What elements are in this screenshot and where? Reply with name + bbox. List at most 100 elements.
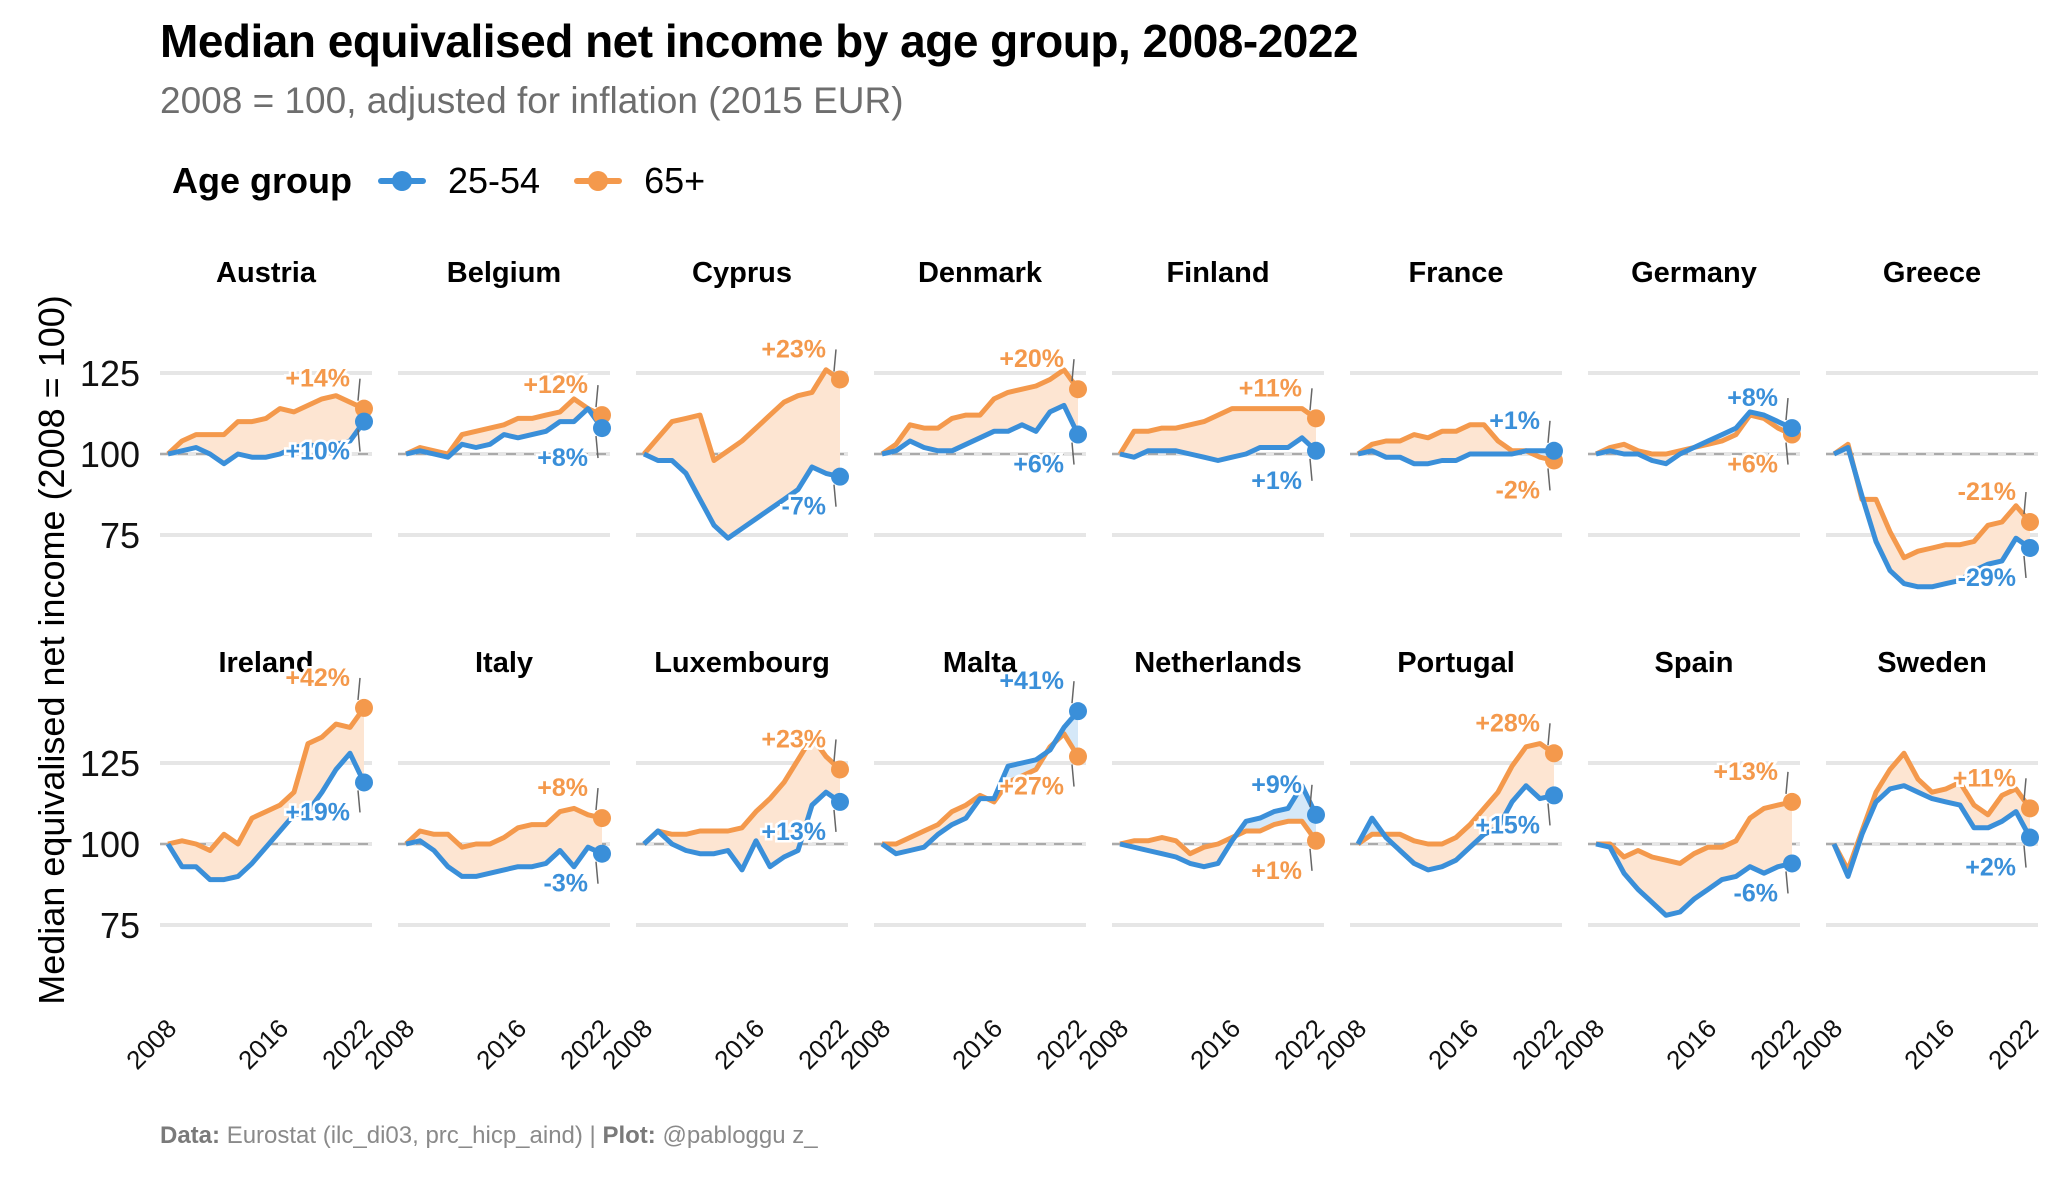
change-label-25-54: +41%: [999, 667, 1064, 695]
ribbon-segment: [322, 395, 336, 448]
panel-portugal: Portugal+28%+15%2008 2016 2022: [1310, 647, 1568, 1075]
panel-title: Ireland: [218, 647, 313, 679]
panel-italy: Italy+8%-3%2008 2016 2022: [358, 647, 616, 1075]
ribbon-segment: [672, 418, 686, 474]
ribbon-segment: [490, 837, 504, 874]
ribbon-segment: [1274, 408, 1288, 448]
end-point-65-plus: [1545, 744, 1563, 763]
ribbon-segment: [476, 844, 490, 877]
ribbon-segment: [224, 834, 238, 880]
panel-cyprus: Cyprus +23% -7%: [636, 257, 849, 541]
y-tick-label: 100: [80, 824, 140, 865]
ribbon-segment: [1918, 547, 1932, 587]
ribbon-segment: [1750, 808, 1764, 874]
ribbon-segment: [784, 759, 798, 857]
legend-title: Age group: [172, 160, 352, 201]
change-label-25-54: -3%: [544, 870, 588, 898]
footer-data-label: Data:: [160, 1122, 221, 1149]
series-line-65-plus: [404, 396, 604, 457]
legend: Age group 25-54 65+: [172, 160, 739, 202]
series-line-65-plus: [1356, 741, 1556, 847]
x-tick-label: 2016: [708, 1013, 770, 1075]
label-leader-line: [357, 790, 361, 813]
ribbon-segment: [1036, 379, 1050, 432]
end-point-65-plus: [1307, 409, 1325, 428]
ribbon-segment: [1218, 408, 1232, 461]
label-leader-line: [1547, 420, 1551, 443]
end-point-25-54: [1783, 854, 1801, 873]
label-leader-line: [1785, 442, 1789, 465]
y-tick-label: 75: [100, 905, 140, 946]
ribbon-segment: [770, 782, 784, 867]
change-label-65-plus: +13%: [1713, 758, 1778, 786]
ribbon-segment: [196, 844, 210, 880]
change-label-25-54: -6%: [1734, 879, 1778, 907]
ribbon-segment: [1778, 801, 1792, 867]
ribbon-segment: [728, 827, 742, 870]
end-point-65-plus: [831, 370, 849, 389]
ribbon-segment: [1498, 766, 1512, 828]
change-label-65-plus: +28%: [1475, 709, 1540, 737]
panel-title: Denmark: [918, 257, 1043, 289]
x-tick-label: 2008: [1548, 1013, 1610, 1075]
end-point-65-plus: [2021, 799, 2039, 818]
panel-denmark: Denmark +20% +6%: [874, 257, 1087, 537]
panel-spain: Spain+13%-6%2008 2016 2022: [1548, 647, 1806, 1075]
ribbon-segment: [980, 398, 994, 438]
panel-title: Malta: [943, 647, 1018, 679]
label-leader-line: [2023, 778, 2027, 801]
series-line-25-54: [1595, 841, 1793, 918]
panel-ireland: Ireland+42%+19%2008 2016 2022: [120, 647, 378, 1075]
x-tick-label: 2008: [1310, 1013, 1372, 1075]
change-label-25-54: +6%: [1013, 451, 1064, 479]
panel-luxembourg: Luxembourg+23%+13%2008 2016 2022: [596, 647, 854, 1075]
ribbon-segment: [1162, 428, 1176, 451]
x-tick-label: 2016: [1898, 1013, 1960, 1075]
series-line-25-54: [1595, 409, 1794, 467]
ribbon-segment: [714, 831, 728, 854]
label-leader-line: [833, 739, 837, 762]
ribbon-segment: [210, 834, 224, 880]
label-leader-line: [1309, 388, 1313, 411]
x-tick-label: 2008: [1786, 1013, 1848, 1075]
ribbon-segment: [1456, 424, 1470, 461]
label-leader-line: [357, 429, 361, 452]
series-line-65-plus: [404, 805, 603, 850]
label-leader-line: [595, 385, 599, 408]
ribbon-segment: [1666, 860, 1680, 916]
panel-title: Finland: [1166, 257, 1269, 289]
ribbon-segment: [798, 392, 812, 490]
end-point-65-plus: [2021, 513, 2039, 532]
series-line-65-plus: [1832, 441, 2032, 561]
series-line-25-54: [880, 709, 1080, 857]
series-line-25-54: [1119, 435, 1318, 463]
ribbon-segment: [518, 824, 532, 867]
ribbon-segment: [1694, 847, 1708, 900]
series-line-25-54: [642, 451, 841, 541]
label-leader-line: [1071, 442, 1075, 465]
change-label-65-plus: +42%: [285, 664, 350, 692]
change-label-25-54: +15%: [1475, 811, 1540, 839]
end-point-65-plus: [355, 698, 373, 717]
panel-title: France: [1408, 257, 1503, 289]
y-tick-label: 125: [80, 353, 140, 394]
change-label-65-plus: +1%: [1251, 857, 1302, 885]
end-point-25-54: [1545, 441, 1563, 460]
panel-title: Belgium: [447, 257, 561, 289]
ribbon-segment: [784, 395, 798, 500]
end-point-65-plus: [1069, 747, 1087, 766]
ribbon-segment: [182, 840, 196, 867]
series-line-25-54: [405, 406, 605, 460]
change-label-65-plus: +8%: [537, 774, 588, 802]
y-tick-label: 75: [100, 515, 140, 556]
change-label-25-54: +10%: [285, 438, 350, 466]
x-tick-label: 2016: [1184, 1013, 1246, 1075]
series-line-25-54: [165, 750, 367, 883]
end-point-65-plus: [1783, 792, 1801, 811]
change-label-65-plus: +11%: [1239, 374, 1302, 402]
panel-title: Greece: [1883, 257, 1981, 289]
series-line-25-54: [167, 420, 367, 467]
series-line-25-54: [1355, 783, 1555, 873]
y-tick-label: 125: [80, 743, 140, 784]
ribbon-segment: [196, 434, 210, 454]
